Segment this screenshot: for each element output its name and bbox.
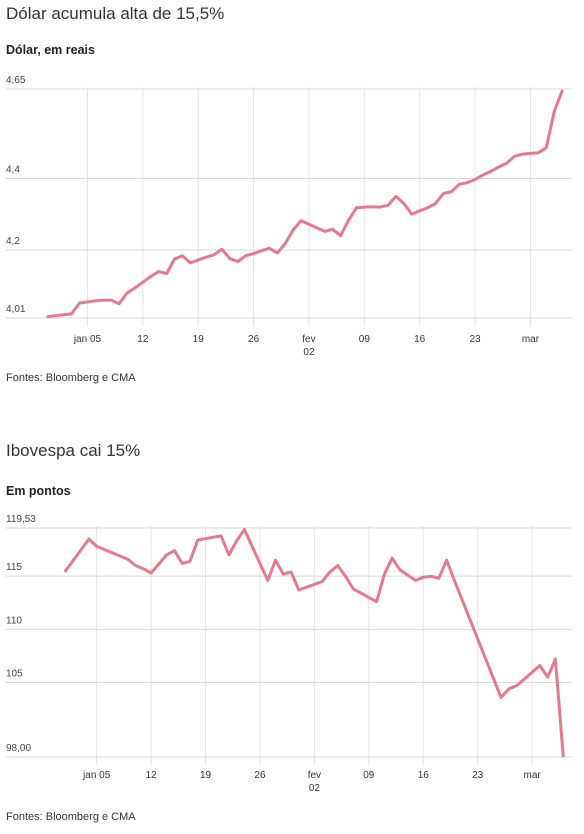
- x-tick-label: 09: [359, 334, 371, 345]
- series-line: [64, 527, 565, 758]
- series-line: [46, 89, 564, 319]
- x-tick-label: 02: [303, 347, 315, 358]
- x-tick-label: mar: [524, 770, 542, 781]
- x-tick-label: 19: [200, 770, 212, 781]
- x-tick-label: 16: [414, 334, 426, 345]
- chart1-plot: 4,65 4,4 4,2 4,01 jan 05 12 19 26 fev 02 09 16 23 mar: [6, 75, 572, 358]
- x-tick-label: 26: [254, 770, 266, 781]
- x-tick-label: 23: [470, 334, 482, 345]
- x-tick-label: 02: [309, 783, 321, 794]
- y-tick-label: 115: [6, 562, 22, 573]
- x-tick-label: mar: [522, 334, 540, 345]
- chart1-subtitle: Dólar, em reais: [6, 43, 95, 57]
- chart2-subtitle: Em pontos: [6, 484, 71, 498]
- x-tick-label: fev: [308, 770, 321, 781]
- y-tick-label: 98,00: [6, 743, 31, 754]
- x-tick-label: fev: [302, 334, 315, 345]
- chart2-source: Fontes: Bloomberg e CMA: [6, 811, 136, 823]
- y-tick-label: 119,53: [6, 514, 36, 525]
- y-tick-label: 4,2: [6, 236, 20, 247]
- y-tick-label: 110: [6, 615, 22, 626]
- x-tick-label: 12: [146, 770, 158, 781]
- x-tick-label: 12: [137, 334, 149, 345]
- x-tick-label: 16: [418, 770, 430, 781]
- y-tick-label: 4,65: [6, 75, 26, 86]
- x-tick-label: 09: [363, 770, 375, 781]
- y-tick-label: 4,4: [6, 164, 20, 175]
- x-tick-label: 19: [193, 334, 205, 345]
- x-tick-label: 23: [472, 770, 484, 781]
- chart1-source: Fontes: Bloomberg e CMA: [6, 372, 136, 384]
- y-tick-label: 105: [6, 669, 23, 680]
- chart2-headline: Ibovespa cai 15%: [6, 441, 141, 460]
- chart2-plot: 119,53 115 110 105 98,00 jan 05 12 19 26 fev 02 09 1…: [6, 514, 572, 794]
- x-tick-label: jan 05: [82, 770, 111, 781]
- x-tick-label: 26: [248, 334, 260, 345]
- y-tick-label: 4,01: [6, 304, 26, 315]
- x-tick-label: jan 05: [73, 334, 102, 345]
- chart1-headline: Dólar acumula alta de 15,5%: [6, 4, 225, 23]
